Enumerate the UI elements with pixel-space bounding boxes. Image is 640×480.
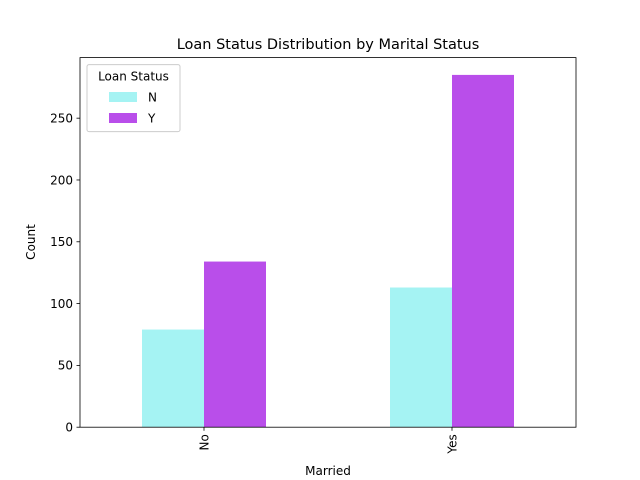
bar-N-No (142, 329, 204, 428)
x-tick-label-yes: Yes (445, 434, 459, 454)
bar-N-Yes (390, 287, 452, 428)
bars-group (142, 74, 514, 428)
x-axis: No Yes (197, 427, 459, 455)
y-axis-label: Count (24, 224, 38, 260)
y-tick-label: 50 (58, 359, 73, 373)
x-tick-label-no: No (197, 434, 211, 450)
x-axis-label: Married (305, 464, 351, 478)
y-tick-label: 100 (50, 297, 73, 311)
legend-label-Y: Y (147, 112, 156, 126)
legend-swatch-N (109, 92, 137, 102)
y-axis: 0 50 100 150 200 250 (50, 111, 80, 435)
bar-Y-Yes (452, 74, 514, 428)
legend-swatch-Y (109, 113, 137, 123)
y-tick-label: 0 (65, 421, 73, 435)
legend-label-N: N (148, 91, 157, 105)
y-tick-label: 200 (50, 173, 73, 187)
bar-Y-No (204, 261, 266, 428)
plot-frame (79, 57, 577, 428)
y-tick-label: 250 (50, 111, 73, 125)
legend: Loan Status NY (86, 64, 181, 133)
y-tick-label: 150 (50, 235, 73, 249)
chart-title: Loan Status Distribution by Marital Stat… (177, 37, 480, 53)
legend-title: Loan Status (98, 70, 169, 84)
